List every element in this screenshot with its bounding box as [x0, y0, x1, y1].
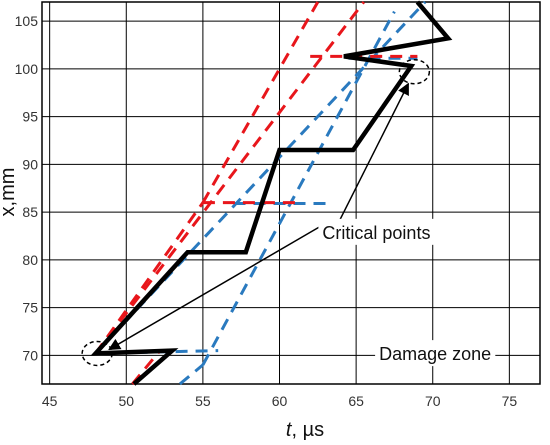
- crack-path-line: [90, 0, 453, 386]
- red-dashed-line: [94, 1, 365, 355]
- y-tick-label: 105: [15, 13, 39, 29]
- y-tick-label: 70: [22, 347, 38, 363]
- plot-frame: [41, 1, 541, 385]
- x-axis-title: t, µs: [286, 419, 324, 441]
- x-tick-label: 50: [118, 393, 134, 409]
- damage-zone-label: Damage zone: [379, 344, 491, 364]
- y-tick-labels: 70 75 80 85 90 95 100 105: [15, 13, 39, 363]
- critical-point-marker: [398, 58, 431, 85]
- series-layer: [90, 0, 453, 386]
- critical-point-arrow: [337, 82, 410, 224]
- blue-dashed-line: [178, 363, 204, 386]
- critical-point-arrow: [108, 222, 327, 351]
- x-tick-label: 45: [42, 393, 58, 409]
- annotations: Critical points Damage zone: [108, 82, 496, 367]
- y-tick-label: 80: [22, 252, 38, 268]
- x-tick-label: 75: [502, 393, 518, 409]
- y-tick-label: 100: [15, 61, 39, 77]
- critical-points-label: Critical points: [322, 223, 430, 243]
- annotation-background: [318, 218, 480, 245]
- y-tick-label: 90: [22, 156, 38, 172]
- x-tick-label: 60: [272, 393, 288, 409]
- critical-point-markers: [81, 58, 431, 367]
- y-tick-label: 85: [22, 204, 38, 220]
- x-tick-label: 55: [195, 393, 211, 409]
- y-tick-label: 75: [22, 300, 38, 316]
- blue-dashed-line: [201, 10, 396, 366]
- grid: [42, 2, 540, 384]
- x-tick-label: 70: [425, 393, 441, 409]
- x-tick-label: 65: [348, 393, 364, 409]
- y-axis-title: x,mm: [0, 168, 19, 217]
- y-tick-label: 95: [22, 109, 38, 125]
- x-tick-labels: 45 50 55 60 65 70 75: [42, 393, 517, 409]
- annotation-background: [375, 340, 496, 367]
- critical-point-marker: [81, 340, 113, 367]
